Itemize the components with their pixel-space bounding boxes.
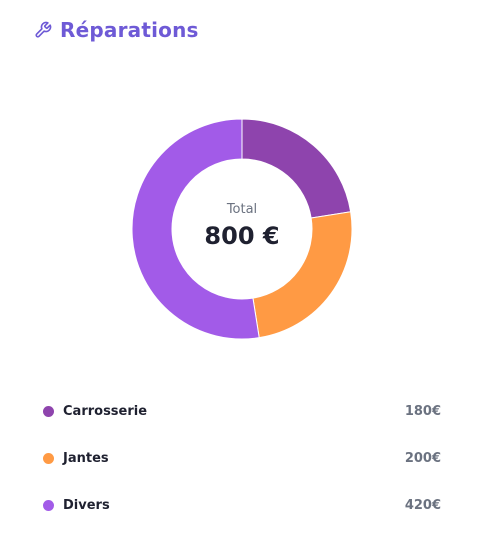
total-label: Total (226, 202, 258, 217)
legend-value-jantes: 200€ (404, 450, 441, 466)
card-header: Réparations (34, 14, 199, 46)
legend: Carrosserie 180€ Jantes 200€ Divers 420€ (43, 394, 441, 535)
donut-chart: Total 800 € (131, 118, 353, 340)
legend-value-divers: 420€ (404, 497, 441, 513)
legend-label-carrosserie: Carrosserie (63, 403, 148, 419)
legend-item-carrosserie[interactable]: Carrosserie 180€ (43, 394, 441, 428)
donut-chart-svg (131, 118, 353, 340)
legend-dot-jantes (43, 452, 54, 464)
wrench-icon (34, 21, 52, 39)
legend-dot-divers (43, 499, 54, 511)
legend-label-jantes: Jantes (63, 450, 109, 466)
legend-value-carrosserie: 180€ (404, 403, 441, 419)
total-value: 800 € (204, 222, 280, 250)
card-title: Réparations (60, 18, 199, 42)
legend-dot-carrosserie (43, 405, 54, 417)
legend-label-divers: Divers (63, 497, 110, 513)
legend-item-divers[interactable]: Divers 420€ (43, 488, 441, 522)
legend-item-jantes[interactable]: Jantes 200€ (43, 441, 441, 475)
donut-slice-divers[interactable] (131, 118, 260, 340)
